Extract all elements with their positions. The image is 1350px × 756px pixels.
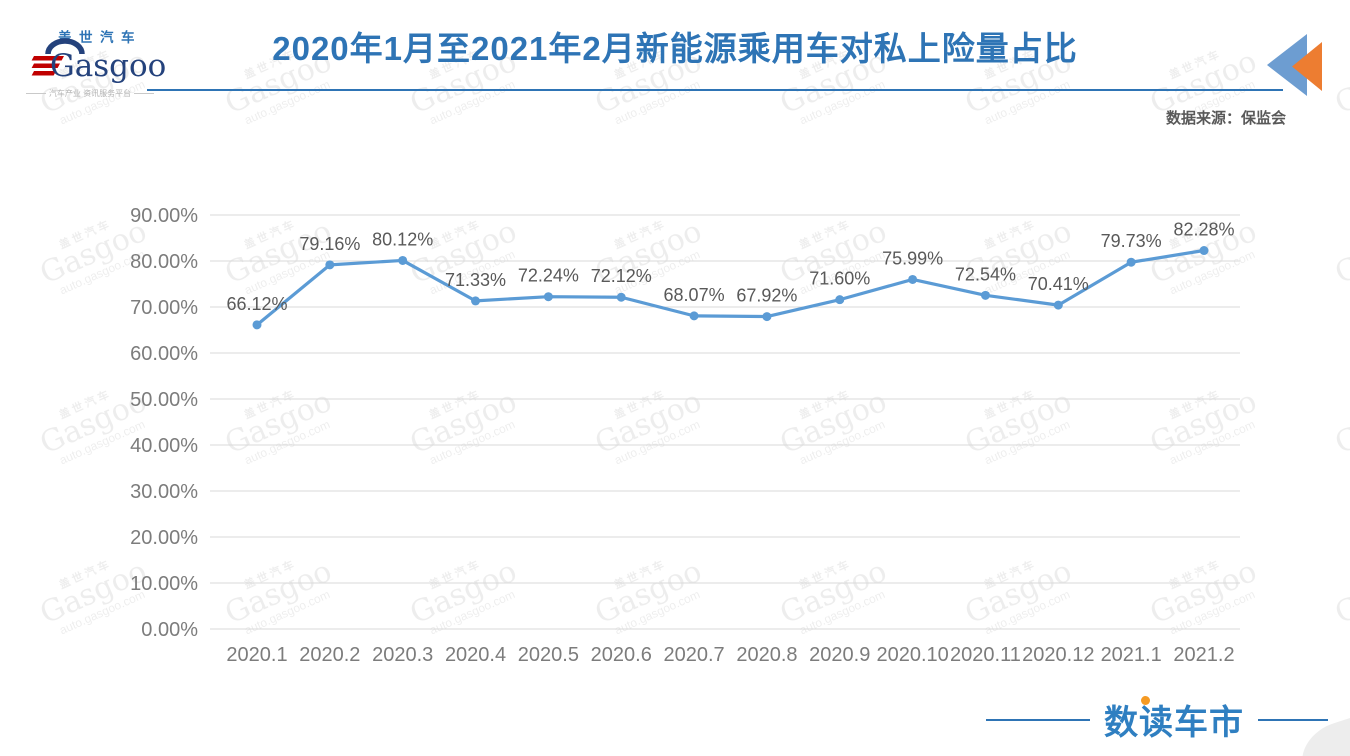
data-label: 72.12%	[591, 266, 652, 286]
y-tick-label: 80.00%	[130, 251, 198, 273]
data-label: 79.73%	[1101, 231, 1162, 251]
data-label: 72.54%	[955, 264, 1016, 284]
x-tick-label: 2020.3	[372, 644, 433, 666]
data-point	[1053, 300, 1063, 310]
double-triangle-icon	[1267, 34, 1322, 96]
data-point	[1126, 257, 1136, 267]
data-label: 67.92%	[736, 286, 797, 306]
data-point	[689, 311, 699, 321]
data-label: 66.12%	[226, 294, 287, 314]
data-label: 82.28%	[1173, 220, 1234, 240]
footer-line-left	[986, 718, 1090, 721]
data-point	[543, 292, 553, 302]
data-label: 72.24%	[518, 266, 579, 286]
x-tick-label: 2020.6	[591, 644, 652, 666]
data-label: 75.99%	[882, 248, 943, 268]
data-label: 79.16%	[299, 234, 360, 254]
x-tick-label: 2020.8	[736, 644, 797, 666]
x-tick-label: 2020.9	[809, 644, 870, 666]
data-point	[1199, 246, 1209, 256]
data-point	[762, 312, 772, 322]
y-tick-label: 20.00%	[130, 527, 198, 549]
y-tick-label: 0.00%	[141, 619, 198, 641]
data-label: 71.60%	[809, 269, 870, 289]
y-tick-label: 60.00%	[130, 343, 198, 365]
data-source-label: 数据来源：保监会	[1165, 110, 1286, 127]
footer-brand-block: 数读车市	[986, 695, 1328, 744]
x-tick-label: 2021.1	[1101, 644, 1162, 666]
y-tick-label: 90.00%	[130, 205, 198, 227]
x-tick-label: 2020.2	[299, 644, 360, 666]
x-tick-label: 2020.5	[518, 644, 579, 666]
y-tick-label: 10.00%	[130, 573, 198, 595]
y-tick-label: 70.00%	[130, 297, 198, 319]
y-tick-label: 50.00%	[130, 389, 198, 411]
x-tick-label: 2020.11	[950, 644, 1021, 666]
x-tick-label: 2020.12	[1022, 644, 1094, 666]
data-label: 80.12%	[372, 229, 433, 249]
logo-en-text: Gasgoo	[50, 48, 166, 84]
y-tick-label: 30.00%	[130, 481, 198, 503]
data-point	[835, 295, 845, 305]
footer-line-right	[1258, 718, 1328, 721]
data-point	[908, 274, 918, 284]
data-point	[398, 255, 408, 265]
x-tick-label: 2020.4	[445, 644, 506, 666]
data-label: 71.33%	[445, 270, 506, 290]
logo-tagline-text: 汽车产业 资讯服务平台	[48, 89, 132, 98]
logo-arc	[45, 38, 85, 55]
trend-line	[255, 248, 1206, 327]
logo-stripes-icon	[31, 56, 64, 76]
data-point	[980, 290, 990, 300]
y-tick-label: 40.00%	[130, 435, 198, 457]
data-point	[471, 296, 481, 306]
logo-tagline: 汽车产业 资讯服务平台	[26, 88, 154, 99]
footer-brand: 数读车市	[1104, 695, 1244, 744]
page-title: 2020年1月至2021年2月新能源乘用车对私上险量占比	[272, 30, 1078, 67]
data-point	[252, 320, 262, 330]
header-underline	[147, 89, 1283, 91]
x-tick-label: 2020.1	[226, 644, 287, 666]
x-tick-label: 2020.7	[663, 644, 724, 666]
footer-brand-text: 数读车市	[1104, 704, 1244, 742]
logo-cn-text: 盖世汽车	[58, 29, 142, 45]
brand-orange-dot-icon	[1141, 696, 1150, 705]
x-tick-label: 2020.10	[876, 644, 948, 666]
data-point	[325, 260, 335, 270]
data-label: 68.07%	[664, 285, 725, 305]
data-point	[616, 292, 626, 302]
x-tick-label: 2021.2	[1173, 644, 1234, 666]
data-label: 70.41%	[1028, 274, 1089, 294]
gasgoo-logo: 盖世汽车 Gasgoo	[31, 29, 166, 84]
